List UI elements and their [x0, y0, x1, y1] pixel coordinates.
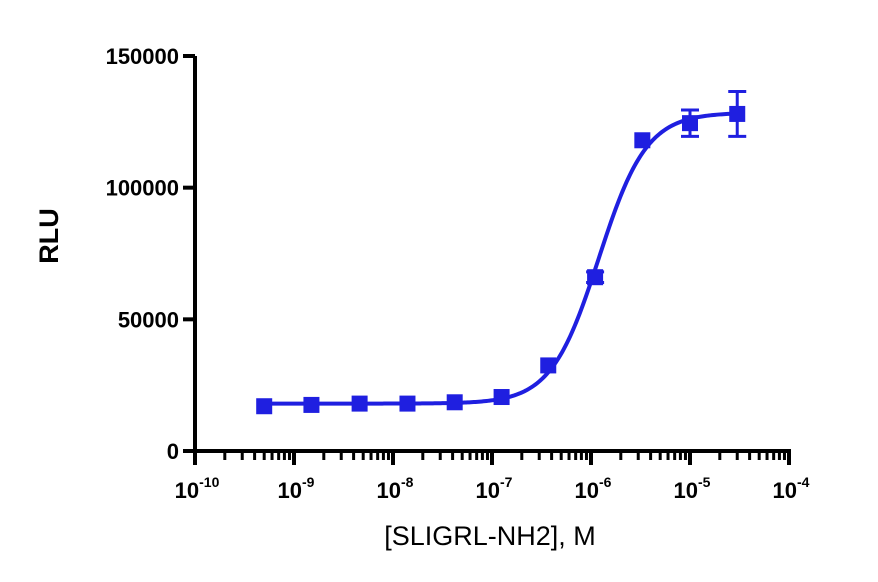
fit-curve-group [264, 111, 738, 406]
data-point [256, 398, 273, 415]
x-tick-label: 10-6 [575, 474, 612, 503]
x-tick-label: 10-4 [773, 474, 810, 503]
data-point [587, 269, 604, 286]
data-point [399, 395, 416, 412]
data-point [351, 395, 368, 412]
fit-curve [264, 111, 738, 406]
x-tick-label: 10-10 [175, 474, 220, 503]
x-tick-label: 10-8 [377, 474, 414, 503]
y-tick-label: 150000 [106, 44, 179, 69]
data-point [682, 115, 698, 132]
y-tick-label: 100000 [106, 176, 179, 201]
ticks: 0 50000 100000 150000 10-10 10-9 10-8 10-7 10-6 1… [106, 44, 810, 503]
y-axis-title: RLU [34, 208, 64, 264]
data-point [540, 357, 557, 374]
data-point [446, 394, 463, 411]
data-points [256, 90, 747, 415]
x-tick-label: 10-5 [674, 474, 711, 503]
y-tick-label: 50000 [118, 307, 179, 332]
y-tick-label: 0 [167, 439, 179, 464]
data-point [634, 132, 651, 149]
x-tick-label: 10-9 [278, 474, 315, 503]
x-tick-label: 10-7 [476, 474, 513, 503]
x-axis-title: [SLIGRL-NH2], M [384, 521, 596, 551]
data-point [729, 105, 746, 122]
data-point [493, 389, 510, 406]
data-point [303, 396, 320, 413]
